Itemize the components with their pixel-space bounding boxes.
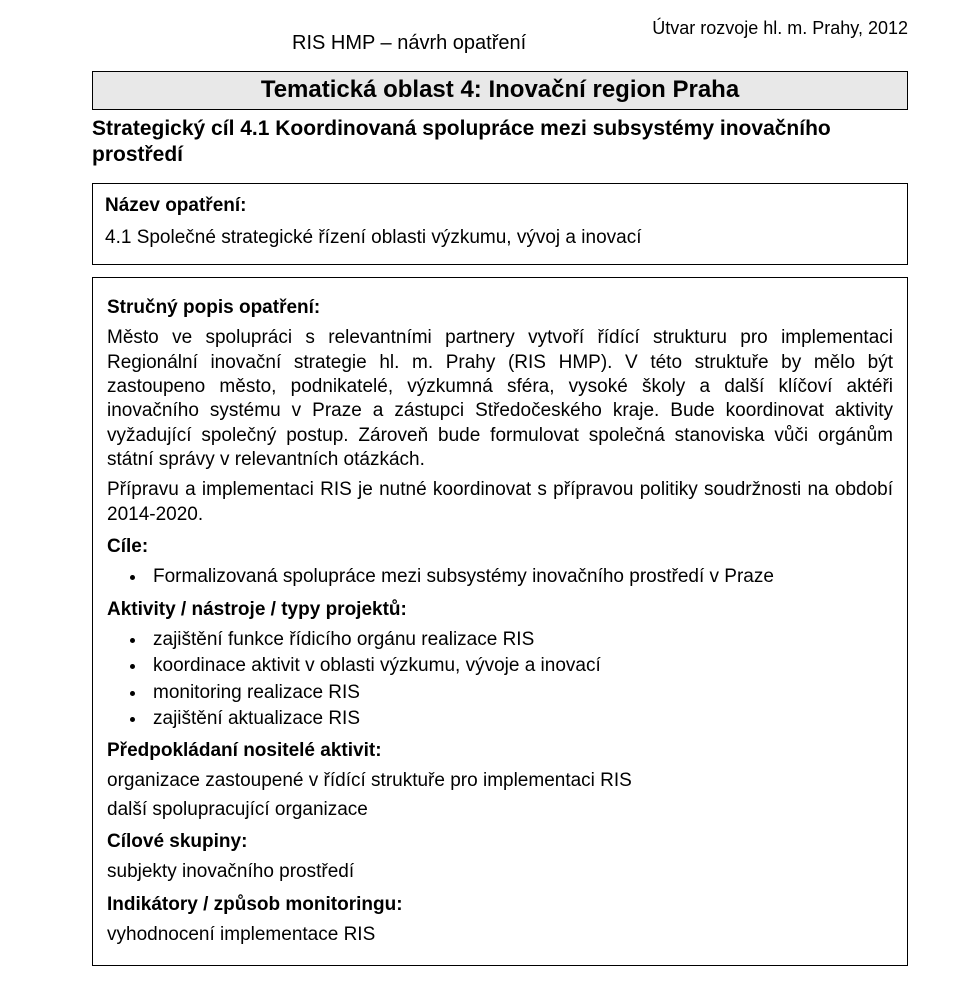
list-item: zajištění aktualizace RIS <box>147 707 893 731</box>
list-item: koordinace aktivit v oblasti výzkumu, vý… <box>147 654 893 678</box>
title-band: Tematická oblast 4: Inovační region Prah… <box>92 71 908 110</box>
indikatory-heading: Indikátory / způsob monitoringu: <box>107 893 893 917</box>
strucny-popis-p1: Město ve spolupráci s relevantními partn… <box>107 326 893 472</box>
nositele-line: organizace zastoupené v řídící struktuře… <box>107 769 893 793</box>
list-item: zajištění funkce řídicího orgánu realiza… <box>147 628 893 652</box>
header-right-text: Útvar rozvoje hl. m. Prahy, 2012 <box>652 18 908 39</box>
cilove-heading: Cílové skupiny: <box>107 830 893 854</box>
main-body-box: Stručný popis opatření: Město ve spolupr… <box>92 277 908 966</box>
cilove-line: subjekty inovačního prostředí <box>107 860 893 884</box>
aktivity-list: zajištění funkce řídicího orgánu realiza… <box>107 628 893 731</box>
cile-heading: Cíle: <box>107 535 893 559</box>
cile-list: Formalizovaná spolupráce mezi subsystémy… <box>107 565 893 589</box>
strategic-goal-line1: Strategický cíl 4.1 Koordinovaná spolupr… <box>92 117 831 140</box>
strategic-goal-line2: prostředí <box>92 143 183 166</box>
document-page: RIS HMP – návrh opatření Útvar rozvoje h… <box>0 0 960 996</box>
strategic-goal: Strategický cíl 4.1 Koordinovaná spolupr… <box>92 116 908 169</box>
nazev-opatreni-box: Název opatření: 4.1 Společné strategické… <box>92 183 908 266</box>
nositele-heading: Předpokládaní nositelé aktivit: <box>107 739 893 763</box>
page-header: RIS HMP – návrh opatření Útvar rozvoje h… <box>92 18 908 55</box>
nazev-opatreni-heading: Název opatření: <box>105 194 895 218</box>
nositele-line: další spolupracující organizace <box>107 798 893 822</box>
aktivity-heading: Aktivity / nástroje / typy projektů: <box>107 598 893 622</box>
indikatory-line: vyhodnocení implementace RIS <box>107 923 893 947</box>
header-center-text: RIS HMP – návrh opatření <box>92 18 526 55</box>
nazev-opatreni-text: 4.1 Společné strategické řízení oblasti … <box>105 226 895 250</box>
strucny-popis-p2: Přípravu a implementaci RIS je nutné koo… <box>107 478 893 527</box>
strucny-popis-heading: Stručný popis opatření: <box>107 296 893 320</box>
list-item: Formalizovaná spolupráce mezi subsystémy… <box>147 565 893 589</box>
list-item: monitoring realizace RIS <box>147 681 893 705</box>
